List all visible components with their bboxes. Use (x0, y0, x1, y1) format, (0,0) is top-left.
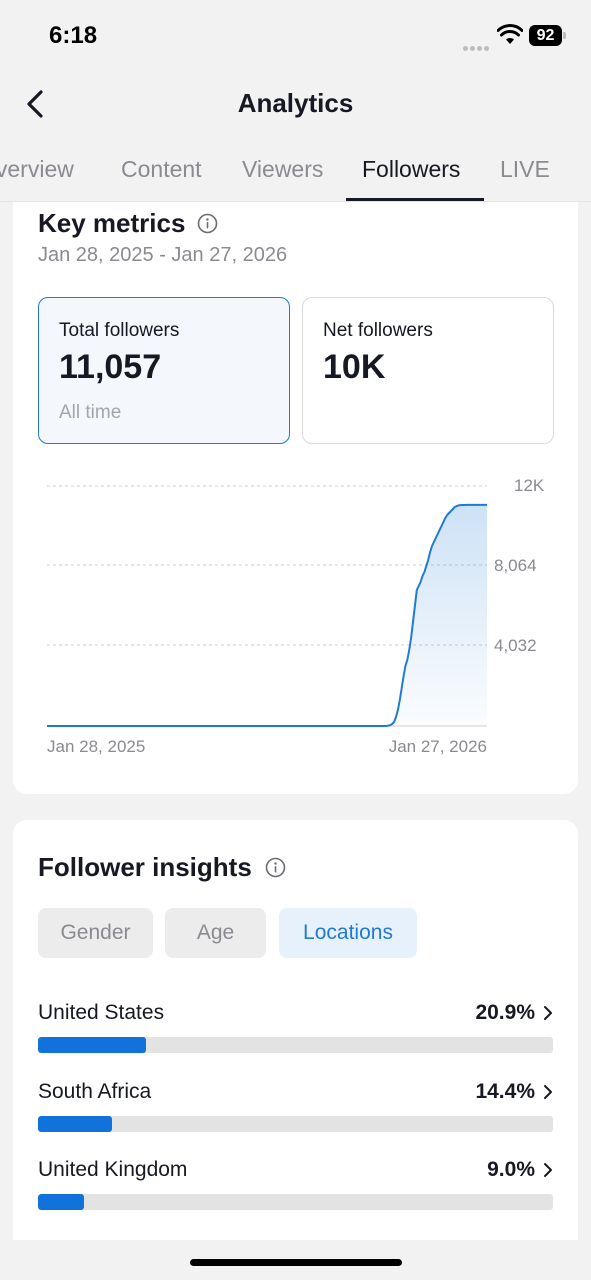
tab-followers[interactable]: Followers (362, 156, 461, 182)
location-bar-fill (38, 1194, 85, 1210)
tab-viewers[interactable]: Viewers (242, 156, 324, 182)
date-range: Jan 28, 2025 - Jan 27, 2026 (38, 244, 288, 266)
location-row-united-states[interactable]: United States 20.9% (38, 1001, 553, 1071)
info-icon[interactable] (197, 213, 218, 234)
total-followers-label: Total followers (59, 320, 180, 341)
total-followers-card[interactable]: Total followers 11,057 All time (38, 297, 290, 444)
location-bar-fill (38, 1037, 146, 1053)
location-percent: 14.4% (475, 1080, 535, 1103)
tab-live[interactable]: LIVE (500, 156, 550, 182)
battery-icon: 92 (529, 25, 566, 46)
location-name: South Africa (38, 1080, 152, 1103)
key-metrics-title: Key metrics (38, 208, 186, 238)
location-bar-fill (38, 1116, 113, 1132)
chevron-right-icon (544, 1163, 552, 1177)
filter-gender[interactable]: Gender (38, 908, 153, 958)
location-name: United States (38, 1001, 165, 1024)
location-name: United Kingdom (38, 1158, 188, 1181)
location-percent: 20.9% (475, 1001, 535, 1024)
info-icon[interactable] (265, 857, 286, 878)
active-tab-indicator (346, 198, 484, 201)
nav-bar: Analytics (0, 72, 591, 136)
net-followers-label: Net followers (323, 320, 433, 341)
status-time: 6:18 (49, 22, 98, 49)
location-row-south-africa[interactable]: South Africa 14.4% (38, 1080, 553, 1150)
tab-content[interactable]: Content (121, 156, 202, 182)
filter-locations[interactable]: Locations (279, 908, 417, 958)
cellular-signal-icon (463, 38, 491, 51)
location-bar-track (38, 1116, 553, 1132)
filter-age[interactable]: Age (165, 908, 266, 958)
location-bar-track (38, 1037, 553, 1053)
battery-level: 92 (529, 25, 562, 46)
net-followers-card[interactable]: Net followers 10K (302, 297, 554, 444)
chevron-right-icon (544, 1006, 552, 1020)
key-metrics-card (13, 202, 578, 794)
page-title: Analytics (237, 88, 354, 118)
follower-insights-card (13, 820, 578, 1240)
chevron-left-icon[interactable] (18, 84, 54, 124)
home-indicator (190, 1259, 402, 1266)
location-percent: 9.0% (487, 1158, 535, 1181)
chevron-right-icon (544, 1085, 552, 1099)
total-followers-value: 11,057 (59, 348, 162, 386)
wifi-icon (497, 24, 523, 44)
status-bar: 6:18 92 (0, 0, 591, 72)
analytics-tabs: Overview Content Viewers Followers LIVE (0, 140, 591, 202)
net-followers-value: 10K (323, 348, 386, 386)
location-bar-track (38, 1194, 553, 1210)
location-row-united-kingdom[interactable]: United Kingdom 9.0% (38, 1158, 553, 1228)
tab-overview[interactable]: Overview (0, 156, 74, 182)
follower-insights-title: Follower insights (38, 852, 252, 882)
total-followers-period: All time (59, 402, 122, 423)
